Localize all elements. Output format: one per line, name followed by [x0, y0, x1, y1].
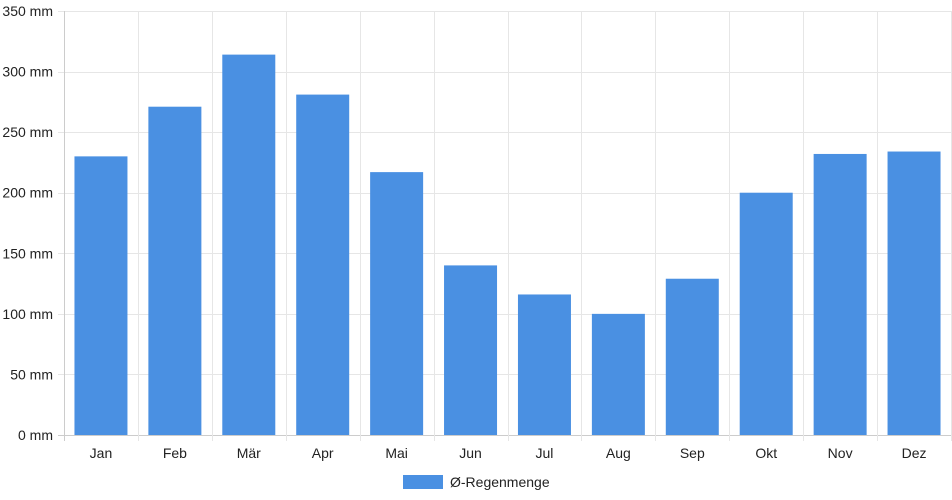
- bar-feb[interactable]: [148, 106, 202, 435]
- bar-sep[interactable]: [665, 278, 719, 435]
- y-tick-label: 150 mm: [2, 245, 53, 261]
- x-tick-label: Jun: [459, 445, 482, 461]
- x-tick-label: Dez: [902, 445, 927, 461]
- x-tick-label: Mai: [385, 445, 408, 461]
- legend-swatch[interactable]: [403, 475, 443, 489]
- y-tick-label: 50 mm: [10, 366, 53, 382]
- bar-nov[interactable]: [813, 153, 867, 435]
- bar-aug[interactable]: [591, 313, 645, 435]
- y-tick-label: 200 mm: [2, 185, 53, 201]
- grid-layer: [58, 11, 952, 441]
- x-tick-label: Feb: [163, 445, 187, 461]
- axis-layer: 0 mm 50 mm 100 mm 150 mm 200 mm 250 mm 300 mm 3…: [2, 3, 926, 461]
- bar-apr[interactable]: [296, 94, 350, 435]
- y-tick-label: 350 mm: [2, 3, 53, 19]
- bar-mär[interactable]: [222, 54, 276, 436]
- bar-jan[interactable]: [74, 156, 128, 435]
- bar-jun[interactable]: [444, 265, 498, 435]
- y-tick-label: 300 mm: [2, 64, 53, 80]
- bar-okt[interactable]: [739, 192, 793, 435]
- y-tick-label: 250 mm: [2, 124, 53, 140]
- x-tick-label: Apr: [312, 445, 334, 461]
- x-tick-label: Nov: [828, 445, 853, 461]
- legend[interactable]: Ø-Regenmenge: [403, 474, 550, 490]
- x-tick-label: Sep: [680, 445, 705, 461]
- x-tick-label: Okt: [755, 445, 777, 461]
- y-tick-label: 0 mm: [18, 427, 53, 443]
- bar-dez[interactable]: [887, 151, 941, 435]
- y-tick-label: 100 mm: [2, 306, 53, 322]
- x-tick-label: Jan: [90, 445, 113, 461]
- bar-jul[interactable]: [517, 294, 571, 435]
- x-tick-label: Aug: [606, 445, 631, 461]
- legend-label[interactable]: Ø-Regenmenge: [450, 474, 550, 490]
- x-tick-label: Jul: [536, 445, 554, 461]
- bars-layer: [74, 54, 941, 436]
- x-tick-label: Mär: [237, 445, 261, 461]
- bar-mai[interactable]: [370, 172, 424, 435]
